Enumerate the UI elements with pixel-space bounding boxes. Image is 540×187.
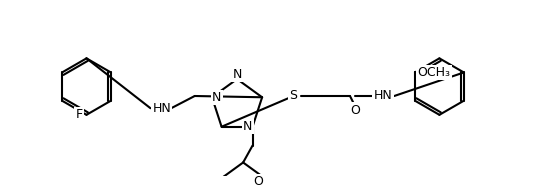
Text: HN: HN	[152, 102, 171, 115]
Text: N: N	[243, 120, 253, 133]
Text: N: N	[212, 91, 221, 104]
Text: OCH₃: OCH₃	[417, 66, 450, 79]
Text: O: O	[253, 175, 263, 187]
Text: F: F	[76, 108, 83, 121]
Text: N: N	[232, 68, 242, 81]
Text: HN: HN	[374, 90, 393, 102]
Text: O: O	[350, 104, 360, 117]
Text: S: S	[289, 90, 298, 102]
